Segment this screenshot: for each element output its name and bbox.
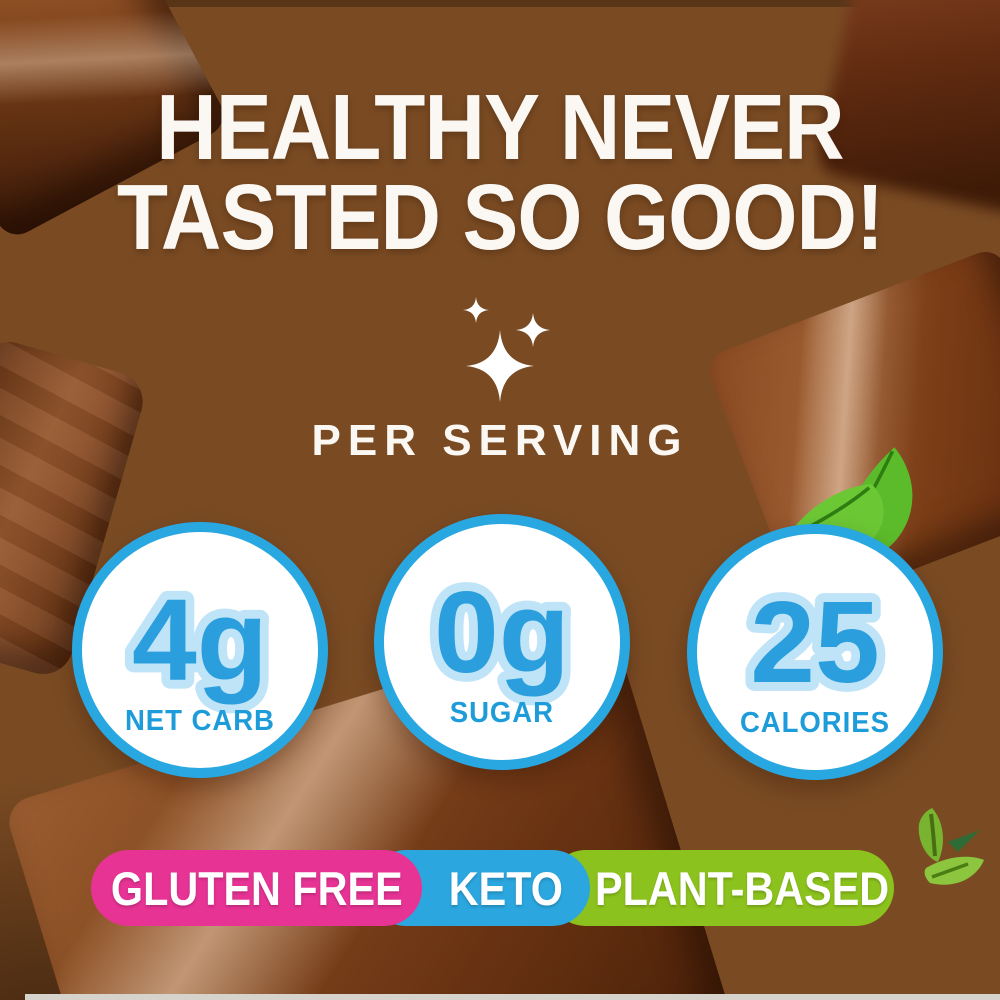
sparkle-medium [516, 313, 550, 347]
cluster-leaf-up [918, 808, 943, 862]
headline-line-2: TASTED SO GOOD! [116, 165, 884, 270]
sparkles-icon [463, 297, 550, 402]
badge-calories-value: 25 [741, 571, 888, 716]
pill-gluten-free: GLUTEN FREE [91, 850, 422, 926]
cluster-dark-sprig [948, 830, 980, 852]
pill-plant-based: PLANT-BASED [548, 850, 894, 926]
photo-edge-top [0, 0, 1000, 7]
pill-plant-based-label: PLANT-BASED [594, 861, 890, 915]
headline: HEALTHY NEVER TASTED SO GOOD! [50, 75, 950, 270]
leaf-cluster-icon [918, 808, 984, 885]
badge-net-carb-value: 4g [123, 569, 277, 714]
sparkle-large [466, 330, 534, 402]
photo-edge-bottom [25, 994, 1000, 1000]
badge-sugar-value: 0g [425, 561, 579, 706]
pill-gluten-free-label: GLUTEN FREE [110, 861, 403, 915]
svg-text:0g: 0g [434, 567, 570, 697]
headline-line-1: HEALTHY NEVER [156, 75, 844, 179]
badge-calories-label: CALORIES [740, 706, 890, 739]
cluster-leaf-right-vein [931, 862, 969, 879]
badge-sugar-label: SUGAR [449, 696, 555, 729]
cluster-leaf-up-vein [929, 813, 937, 857]
per-serving-label: PER SERVING [311, 416, 689, 465]
badge-sugar: 0g SUGAR [374, 514, 630, 770]
svg-text:4g: 4g [132, 575, 268, 705]
pills-row: PLANT-BASED KETO GLUTEN FREE [0, 850, 1000, 926]
badge-calories: 25 CALORIES [687, 524, 943, 780]
badge-net-carb: 4g NET CARB [72, 522, 328, 778]
sparkle-small [463, 297, 489, 323]
badge-net-carb-label: NET CARB [125, 704, 275, 737]
svg-text:25: 25 [750, 577, 880, 707]
pill-keto-label: KETO [448, 861, 564, 915]
